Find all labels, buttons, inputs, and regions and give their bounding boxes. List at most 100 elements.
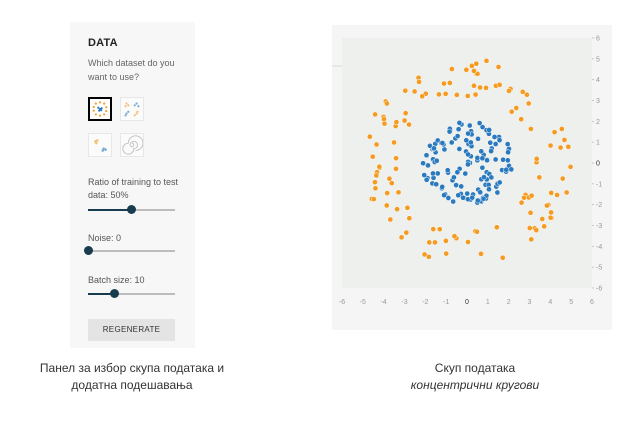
outer-point: [425, 253, 432, 260]
x-tick-label: 2: [507, 299, 511, 306]
outer-point: [436, 91, 442, 98]
noise-slider[interactable]: [83, 246, 175, 255]
outer-point: [406, 121, 412, 128]
inner-point: [487, 139, 494, 146]
x-tick-label: -2: [422, 299, 428, 306]
y-tick-label: -2: [596, 202, 602, 209]
outer-point: [565, 143, 572, 150]
x-tick-label: 3: [528, 299, 532, 306]
outer-point: [398, 234, 405, 241]
y-tick-label: -4: [596, 244, 602, 251]
batch-value: 10: [134, 275, 145, 285]
y-tick-label: 6: [596, 36, 600, 43]
outer-point: [567, 163, 574, 170]
inner-point: [423, 176, 430, 183]
batch-slider-handle[interactable]: [109, 289, 119, 298]
outer-point: [393, 119, 400, 125]
inner-point: [460, 194, 466, 201]
left-caption-line2: додатна подешавања: [71, 378, 193, 392]
inner-point: [503, 166, 510, 173]
outer-point: [561, 137, 568, 143]
inner-point: [504, 157, 511, 164]
right-caption: Скуп података концентрични кругови: [370, 360, 580, 394]
outer-point: [528, 126, 534, 132]
inner-point: [508, 166, 515, 173]
x-tick-label: -6: [339, 299, 345, 306]
outer-point: [528, 192, 535, 199]
inner-point: [423, 152, 430, 159]
ratio-label: Ratio of training to test data: 50%: [88, 176, 188, 202]
regenerate-button[interactable]: REGENERATE: [88, 319, 175, 341]
outer-point: [521, 194, 527, 201]
outer-point: [441, 80, 447, 87]
y-tick-label: 4: [596, 77, 600, 84]
outer-point: [402, 87, 409, 94]
outer-point: [393, 165, 399, 172]
inner-point: [474, 155, 481, 161]
outer-point: [432, 239, 438, 246]
outer-point: [518, 199, 525, 206]
inner-point: [456, 146, 463, 152]
outer-point: [536, 174, 543, 181]
outer-point: [493, 224, 500, 231]
outer-point: [403, 229, 410, 236]
ratio-value: 50%: [110, 190, 129, 200]
outer-point: [416, 79, 422, 85]
batch-slider[interactable]: [88, 289, 175, 298]
y-tick-label: 0: [596, 161, 600, 168]
outer-point: [563, 189, 570, 196]
circle-dataset-icon: [92, 101, 108, 117]
inner-point: [425, 162, 431, 169]
x-tick-label: -1: [443, 299, 449, 306]
spiral-dataset-icon: [122, 135, 143, 155]
left-caption: Панел за избор скупа података и додатна …: [0, 360, 264, 394]
outer-point: [464, 93, 471, 99]
outer-point: [496, 81, 503, 88]
inner-point: [504, 141, 511, 147]
noise-label: Noise: 0: [88, 232, 188, 245]
outer-point: [478, 251, 484, 257]
dataset-gauss-thumbnail[interactable]: [88, 133, 112, 157]
inner-point: [492, 141, 499, 147]
ratio-slider[interactable]: [88, 205, 175, 214]
outer-point: [471, 82, 477, 89]
outer-point: [443, 250, 450, 257]
outer-point: [387, 216, 394, 223]
data-points: [367, 57, 574, 261]
outer-point: [372, 179, 378, 186]
inner-point: [434, 170, 441, 177]
inner-point: [444, 167, 451, 174]
inner-point: [494, 189, 501, 196]
inner-point: [451, 174, 457, 181]
inner-point: [478, 148, 485, 155]
outer-point: [443, 238, 449, 244]
outer-point: [391, 139, 397, 146]
outer-point: [402, 110, 409, 117]
dataset-xor-thumbnail[interactable]: [120, 97, 144, 121]
dataset-circle-thumbnail[interactable]: [88, 97, 112, 121]
outer-point: [524, 91, 530, 98]
outer-point: [528, 236, 535, 243]
outer-point: [533, 227, 540, 233]
batch-label-text: Batch size:: [88, 275, 133, 285]
ratio-slider-handle[interactable]: [127, 205, 136, 214]
y-tick-label: -3: [596, 223, 602, 230]
outer-point: [373, 141, 380, 148]
outer-point: [525, 100, 532, 107]
noise-value: 0: [116, 233, 122, 243]
noise-slider-handle[interactable]: [83, 246, 93, 255]
inner-point: [479, 164, 486, 171]
inner-point: [479, 124, 486, 130]
dataset-spiral-thumbnail[interactable]: [120, 133, 144, 157]
inner-point: [462, 170, 469, 177]
inner-point: [454, 169, 461, 176]
inner-point: [453, 182, 459, 188]
outer-point: [473, 60, 480, 67]
inner-point: [492, 156, 499, 163]
outer-point: [454, 92, 460, 98]
inner-point: [465, 151, 471, 158]
inner-point: [465, 130, 471, 137]
outer-point: [386, 175, 393, 182]
outer-point: [548, 209, 554, 216]
inner-point: [458, 183, 465, 190]
